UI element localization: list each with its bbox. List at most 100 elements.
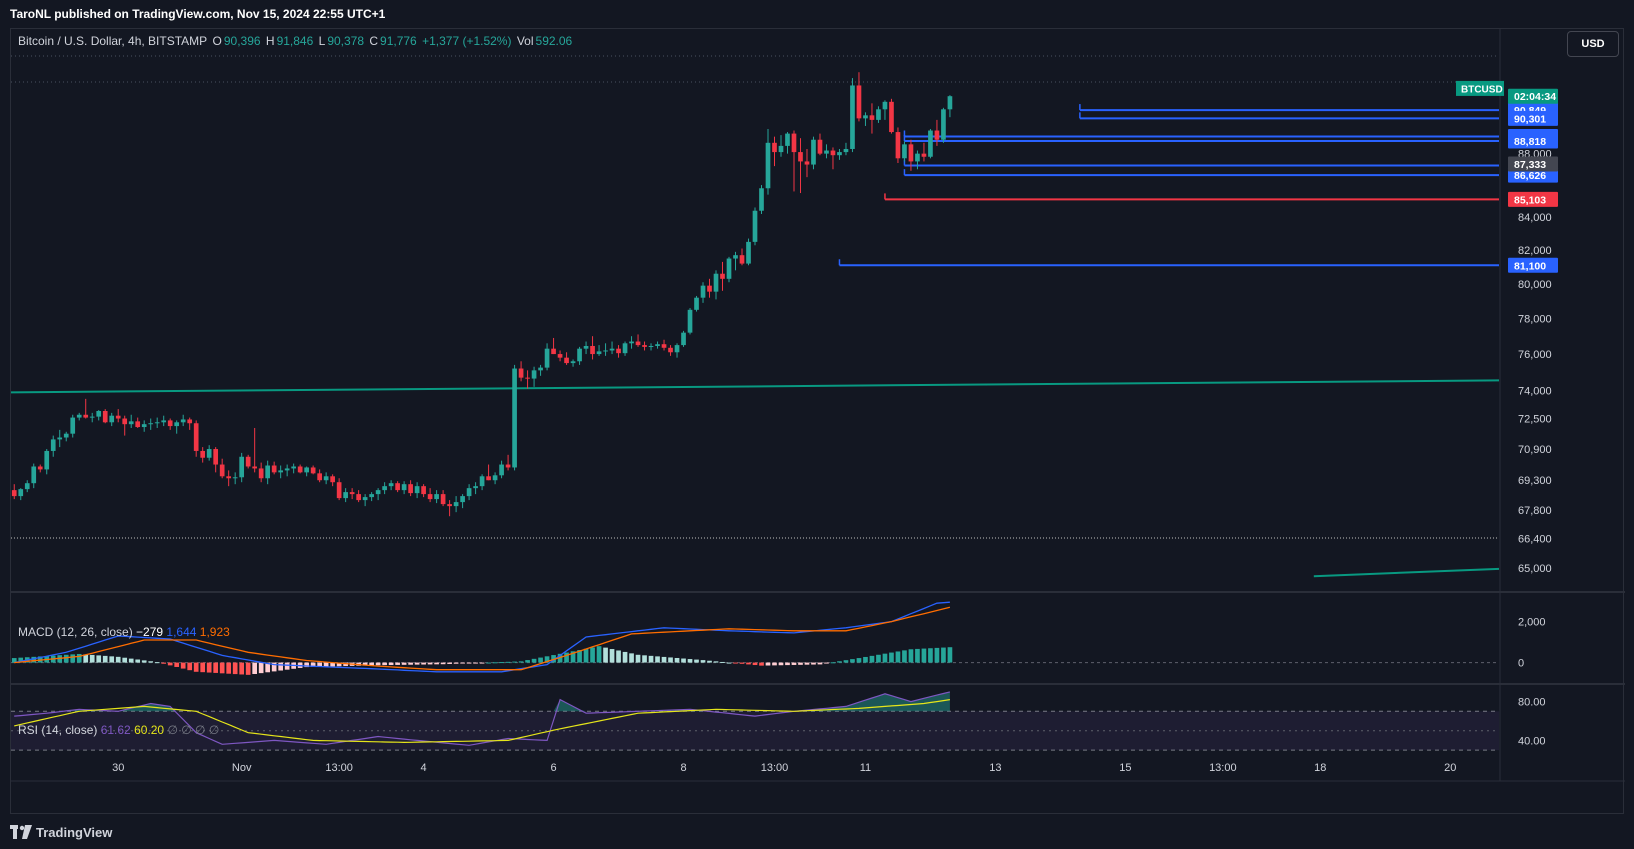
rsi-overbought-fill: [14, 691, 950, 712]
macd-histogram-bar: [128, 658, 134, 663]
macd-histogram-bar: [947, 647, 953, 663]
rsi-axis-label: 40.00: [1518, 735, 1546, 747]
candle-body: [50, 439, 56, 451]
candle-body: [141, 424, 147, 428]
candle-body: [759, 188, 764, 211]
candle-body: [856, 85, 862, 119]
time-axis-label: 15: [1119, 762, 1131, 774]
candle-body: [362, 497, 368, 501]
time-axis-label: Nov: [232, 762, 252, 774]
chart-svg[interactable]: 65,000 66,400 67,800 69,300 70,900 72,500 74,0…: [11, 29, 1625, 815]
currency-button[interactable]: USD: [1567, 31, 1619, 57]
candle-body: [44, 450, 50, 470]
macd-series-line: [14, 606, 951, 671]
currency-label: USD: [1581, 38, 1605, 50]
macd-histogram-bar: [661, 656, 667, 663]
macd-histogram-bar: [265, 662, 271, 673]
macd-histogram-bar: [453, 662, 459, 664]
chart-area[interactable]: 65,000 66,400 67,800 69,300 70,900 72,500 74,0…: [10, 28, 1625, 815]
macd-histogram-bar: [362, 662, 368, 666]
symbol-legend: Bitcoin / U.S. Dollar, 4h, BITSTAMP O 90,…: [18, 34, 574, 48]
candle-body: [317, 473, 322, 481]
macd-histogram-bar: [70, 654, 76, 663]
candle-body: [115, 415, 121, 419]
candle-body: [395, 483, 400, 491]
candle-body: [577, 348, 582, 362]
macd-histogram-bar: [102, 655, 108, 663]
rsi-legend: RSI (14, close) 61.62 60.20 ∅ ∅ ∅ ∅: [18, 723, 219, 737]
macd-histogram-bar: [434, 662, 439, 665]
candle-body: [817, 139, 823, 154]
macd-histogram-bar: [687, 659, 693, 663]
rsi-legend-ma: 60.20: [134, 723, 165, 737]
macd-histogram-bar: [707, 660, 712, 663]
candle-body: [109, 415, 115, 423]
macd-histogram-bar: [401, 662, 407, 665]
macd-histogram-bar: [492, 662, 498, 664]
macd-histogram-bar: [479, 662, 485, 664]
candle-body: [947, 96, 953, 110]
macd-histogram-bar: [427, 662, 433, 665]
macd-histogram-bar: [18, 657, 24, 663]
legend-symbol: Bitcoin / U.S. Dollar, 4h, BITSTAMP: [18, 34, 208, 48]
rsi-axis-label: 80.00: [1518, 697, 1546, 709]
price-axis-label: 78,000: [1518, 314, 1552, 326]
candle-body: [427, 494, 433, 500]
candle-body: [174, 422, 180, 427]
price-axis-label: 74,000: [1518, 386, 1552, 398]
macd-histogram-bar: [908, 649, 914, 663]
macd-histogram-bar: [187, 662, 193, 671]
footer-brand[interactable]: TradingView: [10, 821, 112, 843]
time-axis-label: 13:00: [761, 762, 789, 774]
candle-body: [349, 492, 355, 495]
macd-histogram-bar: [856, 658, 862, 663]
candle-body: [460, 496, 465, 503]
macd-histogram-bar: [544, 656, 550, 663]
candle-body: [323, 476, 329, 481]
macd-histogram-bar: [518, 661, 524, 663]
macd-histogram-bar: [726, 662, 732, 664]
time-axis-label: 8: [680, 762, 686, 774]
candle-body: [752, 210, 758, 242]
price-axis-label: 66,400: [1518, 534, 1552, 546]
candle-body: [765, 142, 771, 189]
candle-body: [232, 477, 238, 479]
candle-body: [843, 148, 849, 153]
time-axis-label: 13:00: [325, 762, 353, 774]
macd-histogram-bar: [843, 660, 849, 663]
candle-body: [798, 152, 803, 162]
macd-legend-signal: 1,923: [199, 625, 230, 639]
candle-body: [336, 482, 342, 499]
macd-histogram-bar: [141, 660, 147, 663]
legend-high-value: 91,846: [276, 34, 314, 48]
macd-histogram-bar: [343, 662, 348, 667]
trendline-support: [11, 379, 1500, 394]
price-tag-label: 85,103: [1514, 194, 1546, 206]
legend-open-value: 90,396: [223, 34, 261, 48]
macd-histogram-bar: [798, 662, 803, 665]
candle-body: [551, 348, 556, 355]
macd-histogram-bar: [466, 662, 472, 664]
price-axis-label: 84,000: [1518, 212, 1552, 224]
macd-histogram-bar: [603, 647, 608, 663]
macd-histogram-bar: [850, 659, 855, 663]
candle-body: [128, 421, 134, 425]
macd-histogram-bar: [408, 662, 413, 665]
candle-body: [239, 456, 245, 478]
candle-body: [76, 414, 82, 418]
candle-body: [791, 133, 797, 153]
candle-body: [616, 348, 621, 354]
published-header: TaroNL published on TradingView.com, Nov…: [0, 0, 1634, 28]
price-tag-label: 02:04:34: [1514, 91, 1556, 103]
candle-body: [486, 476, 491, 481]
macd-histogram-bar: [440, 662, 446, 665]
candle-body: [245, 456, 251, 467]
macd-histogram-bar: [284, 662, 290, 670]
candle-body: [889, 101, 894, 133]
macd-histogram-bar: [772, 662, 777, 666]
macd-histogram-bar: [447, 662, 452, 664]
macd-histogram-bar: [616, 650, 621, 663]
candle-body: [921, 153, 927, 157]
macd-histogram-bar: [876, 654, 881, 663]
candle-body: [180, 419, 186, 423]
